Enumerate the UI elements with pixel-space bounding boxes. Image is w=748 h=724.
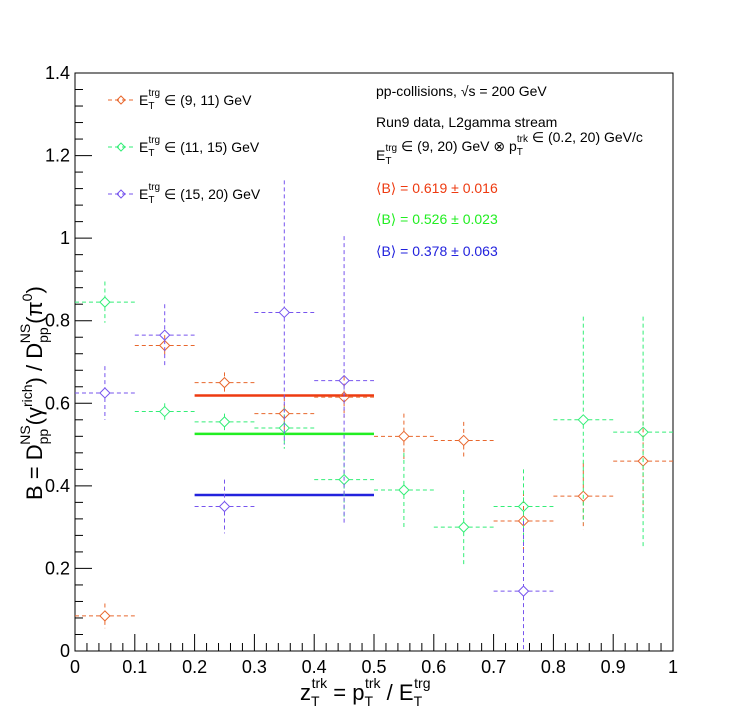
data-point-marker [637,426,649,438]
y-tick-label: 1.4 [45,63,70,83]
y-tick-label: 1.2 [45,146,70,166]
legend-marker [116,189,126,199]
data-point-marker [218,500,231,513]
data-point-marker [577,490,590,502]
series-3 [75,180,554,651]
data-point-marker [398,430,410,443]
x-tick-label: 0.5 [361,657,386,677]
y-tick-label: 0 [60,641,70,661]
x-tick-label: 0.3 [242,657,267,677]
data-point-marker [158,405,171,418]
y-tick-label: 1 [60,228,70,248]
data-point-marker [99,387,111,399]
x-tick-label: 0.1 [122,657,147,677]
annotations: pp-collisions, √s = 200 GeV Run9 data, L2… [376,83,643,259]
axis-ticks [74,72,674,652]
y-axis-title: B = DppNS(γrich) / DppNS(π0) [17,286,51,500]
y-tick-label: 0.8 [45,311,70,331]
x-tick-label: 0.9 [601,657,626,677]
annotation-text: pp-collisions, √s = 200 GeV [376,83,547,99]
x-axis-title: zTtrk = pTtrk / ETtrg [300,675,430,709]
x-tick-label: 0.2 [182,657,207,677]
legend-label: ETtrg ∈ (11, 15) GeV [139,135,260,159]
y-tick-label: 0.4 [45,476,70,496]
data-point-marker [457,521,470,533]
annotation-text: ETtrg ∈ (9, 20) GeV ⊗ pTtrk ∈ (0.2, 20) … [376,129,643,167]
data-point-marker [99,296,111,308]
x-tick-label: 0.8 [541,657,566,677]
data-point-marker [398,484,410,496]
legend-label: ETtrg ∈ (9, 11) GeV [139,88,252,112]
annotation-text: ⟨B⟩ = 0.619 ± 0.016 [376,180,498,196]
data-point-marker [517,500,530,513]
data-points [75,180,673,651]
annotation-text: ⟨B⟩ = 0.526 ± 0.023 [376,211,498,227]
data-point-marker [517,585,530,597]
x-tick-label: 0.6 [421,657,446,677]
series-2 [75,281,673,565]
data-point-marker [457,434,470,447]
y-tick-label: 0.6 [45,393,70,413]
axis-tick-labels: 0 0.1 0.2 0.3 0.4 0.5 0.6 0.7 0.8 0.9 1 0 0.2 0.4 0.6 0… [45,63,678,677]
y-tick-label: 0.2 [45,558,70,578]
legend: ETtrg ∈ (9, 11) GeV ETtrg ∈ (11, 15) GeV E… [108,88,261,206]
annotation-text: Run9 data, L2gamma stream [376,114,557,130]
data-point-marker [577,414,590,426]
data-point-marker [338,374,350,387]
annotation-text: ⟨B⟩ = 0.378 ± 0.063 [376,243,498,259]
data-point-marker [99,610,111,622]
legend-marker [116,95,126,105]
x-tick-label: 1 [668,657,678,677]
legend-label: ETtrg ∈ (15, 20) GeV [139,182,261,206]
data-point-marker [218,376,231,389]
data-point-marker [218,416,231,428]
x-tick-label: 0.4 [302,657,327,677]
data-point-marker [158,329,171,341]
data-point-marker [278,306,291,319]
x-tick-label: 0 [70,657,80,677]
legend-marker [116,142,126,152]
x-tick-label: 0.7 [481,657,506,677]
